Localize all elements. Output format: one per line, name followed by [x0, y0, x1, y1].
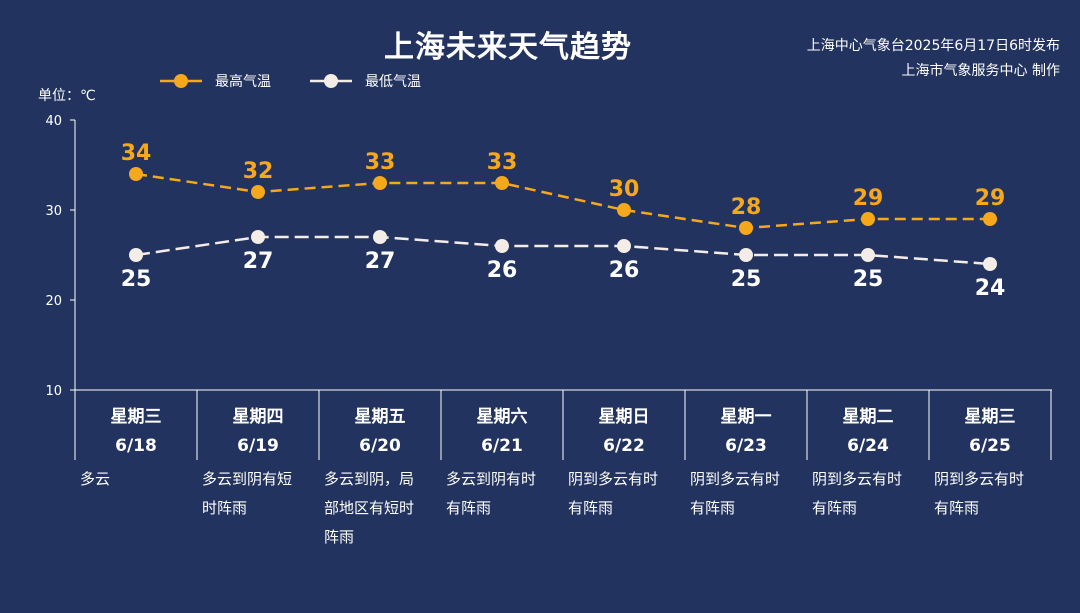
high-temp-label: 30	[609, 177, 640, 202]
high-temp-label: 29	[853, 186, 884, 211]
weather-description: 有阵雨	[690, 499, 735, 517]
high-temp-label: 29	[975, 186, 1006, 211]
date-label: 6/25	[969, 436, 1011, 456]
low-temp-label: 24	[975, 276, 1006, 301]
weekday-label: 星期日	[599, 407, 650, 427]
low-temp-point	[251, 230, 265, 244]
low-temp-point	[739, 248, 753, 262]
date-label: 6/20	[359, 436, 401, 456]
weather-description: 多云到阴有时	[446, 470, 536, 488]
weather-description: 有阵雨	[568, 499, 613, 517]
low-temp-point	[983, 257, 997, 271]
y-tick-label: 10	[45, 384, 62, 399]
high-temp-point	[617, 203, 631, 217]
low-temp-label: 25	[731, 267, 762, 292]
high-temp-label: 32	[243, 159, 274, 184]
date-label: 6/18	[115, 436, 157, 456]
legend-marker	[174, 74, 188, 88]
weather-description: 有阵雨	[934, 499, 979, 517]
high-temp-label: 28	[731, 195, 762, 220]
low-temp-label: 25	[121, 267, 152, 292]
weekday-label: 星期一	[721, 407, 772, 427]
weather-description: 阴到多云有时	[690, 470, 780, 488]
weekday-label: 星期六	[477, 406, 528, 427]
weather-description: 部地区有短时	[324, 499, 414, 517]
high-temp-label: 34	[121, 141, 152, 166]
high-temp-line	[135, 172, 990, 230]
weekday-label: 星期四	[233, 407, 284, 427]
unit-label: 单位：℃	[38, 88, 96, 104]
high-temp-label: 33	[487, 150, 518, 175]
weather-description: 有阵雨	[812, 499, 857, 517]
low-temp-label: 27	[243, 249, 274, 274]
date-label: 6/23	[725, 436, 767, 456]
high-temp-point	[861, 212, 875, 226]
data-labels: 34 32 33 33 30 28 29 29 25 27 27 26 26 25 25 24	[121, 141, 1006, 301]
axes: 单位：℃ 10 20 30 40	[38, 88, 1052, 399]
weekday-label: 星期三	[111, 407, 162, 427]
date-label: 6/19	[237, 436, 279, 456]
legend-marker	[324, 74, 338, 88]
weather-description: 多云	[80, 470, 110, 488]
weather-description: 阴到多云有时	[568, 470, 658, 488]
low-temp-label: 25	[853, 267, 884, 292]
weather-description: 时阵雨	[202, 499, 247, 517]
chart-title: 上海未来天气趋势	[384, 30, 632, 65]
weather-description: 阵雨	[324, 528, 354, 546]
legend-label: 最低气温	[365, 74, 421, 90]
legend: 最高气温 最低气温	[160, 73, 421, 90]
weekday-label: 星期二	[843, 407, 894, 427]
weather-description: 多云到阴，局	[324, 470, 414, 488]
y-tick-label: 40	[45, 114, 62, 129]
series-lines	[129, 167, 997, 271]
high-temp-point	[739, 221, 753, 235]
low-temp-label: 27	[365, 249, 396, 274]
weather-description: 多云到阴有短	[202, 470, 292, 488]
low-temp-point	[861, 248, 875, 262]
high-temp-label: 33	[365, 150, 396, 175]
high-temp-point	[129, 167, 143, 181]
high-temp-point	[373, 176, 387, 190]
y-tick-label: 30	[45, 204, 62, 219]
high-temp-point	[251, 185, 265, 199]
date-label: 6/21	[481, 436, 523, 456]
producer-credit: 上海市气象服务中心 制作	[901, 63, 1060, 79]
low-temp-point	[373, 230, 387, 244]
low-temp-label: 26	[609, 258, 640, 283]
low-temp-label: 26	[487, 258, 518, 283]
high-temp-point	[983, 212, 997, 226]
weather-description: 有阵雨	[446, 499, 491, 517]
weekday-label: 星期三	[965, 407, 1016, 427]
y-tick-label: 20	[45, 294, 62, 309]
low-temp-line	[135, 235, 991, 266]
weather-description: 阴到多云有时	[934, 470, 1024, 488]
low-temp-point	[495, 239, 509, 253]
weekday-label: 星期五	[355, 407, 406, 427]
high-temp-point	[495, 176, 509, 190]
low-temp-point	[617, 239, 631, 253]
date-label: 6/22	[603, 436, 645, 456]
date-label: 6/24	[847, 436, 889, 456]
legend-label: 最高气温	[215, 73, 271, 90]
low-temp-point	[129, 248, 143, 262]
issuer-credit: 上海中心气象台2025年6月17日6时发布	[806, 38, 1060, 54]
weather-description: 阴到多云有时	[812, 470, 902, 488]
